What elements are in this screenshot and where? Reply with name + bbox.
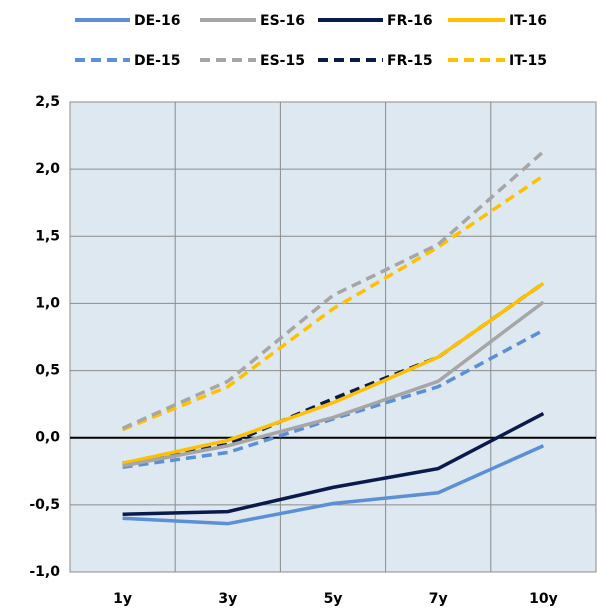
y-tick-label: 2,0	[35, 161, 60, 177]
legend-label: DE-16	[134, 13, 180, 29]
legend-label: IT-16	[509, 13, 547, 29]
y-tick-label: 0,0	[35, 430, 60, 446]
y-tick-label: 1,5	[35, 228, 60, 244]
x-tick-label: 7y	[429, 591, 448, 607]
y-tick-label: 2,5	[35, 94, 60, 110]
legend-label: IT-15	[509, 53, 547, 69]
legend-label: FR-16	[387, 13, 433, 29]
y-tick-label: 1,0	[35, 295, 60, 311]
legend-label: ES-15	[260, 53, 305, 69]
series-line	[121, 174, 545, 432]
legend-label: FR-15	[387, 53, 433, 69]
series-line	[122, 411, 545, 517]
x-tick-label: 3y	[218, 591, 237, 607]
series-line	[122, 300, 545, 468]
x-tick-label: 1y	[113, 591, 132, 607]
legend-label: ES-16	[260, 13, 305, 29]
series-line	[122, 444, 545, 526]
y-tick-label: -0,5	[29, 497, 60, 513]
y-tick-label: 0,5	[35, 363, 60, 379]
plot-area	[69, 101, 597, 573]
legend-label: DE-15	[134, 53, 180, 69]
series-line	[122, 281, 545, 465]
y-tick-label: -1,0	[29, 564, 60, 580]
x-tick-label: 5y	[324, 591, 343, 607]
x-tick-label: 10y	[529, 591, 558, 607]
